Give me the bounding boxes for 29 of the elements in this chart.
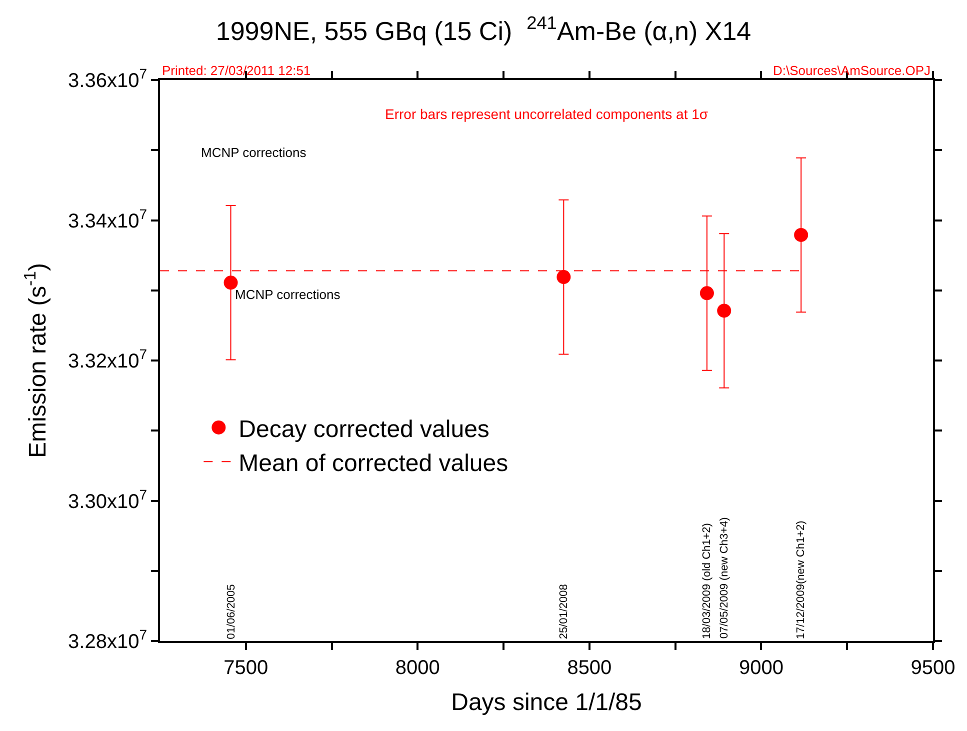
chart-title: 1999NE, 555 GBq (15 Ci) $^{241}$Am-Be (α,n) X14: [216, 13, 752, 46]
annotation: MCNP corrections: [235, 287, 341, 302]
x-tick-label: 8500: [567, 657, 612, 679]
point: [700, 286, 714, 300]
y-tick-label: 3.30x10$^{7}$: [68, 486, 148, 513]
y-tick-label: 3.34x10$^{7}$: [68, 206, 148, 232]
point: [717, 304, 732, 318]
annotation: 17/12/2009(new Ch1+2): [795, 520, 808, 640]
text: Printed: 27/03/2011 12:51: [162, 63, 311, 78]
x-tick-label: 8000: [395, 657, 440, 679]
text: D:\Sources\AmSource.OPJ: [773, 63, 930, 78]
annotation: MCNP corrections: [201, 145, 307, 160]
y-tick-label: 3.28x10$^{7}$: [68, 626, 148, 653]
x-axis-title: Days since 1/1/85: [451, 688, 642, 716]
y-tick-label: 3.36x10$^{7}$: [68, 66, 148, 92]
y-tick-label: 3.32x10$^{7}$: [68, 346, 148, 372]
point: [794, 228, 808, 242]
point: [556, 270, 571, 284]
annotation: 01/06/2005: [225, 584, 238, 640]
annotation: 07/05/2009 (new Ch3+4): [718, 517, 731, 639]
annotation: Error bars represent uncorrelated components at 1σ: [385, 106, 708, 122]
annotation: 18/03/2009 (old Ch1+2): [700, 523, 713, 639]
point: [224, 276, 238, 290]
x-tick-label: 7500: [224, 657, 268, 679]
annotation: 25/01/2008: [558, 584, 570, 640]
legend-label: Decay corrected values: [238, 416, 490, 443]
x-tick-label: 9500: [910, 657, 956, 679]
x-tick-label: 9000: [738, 657, 784, 679]
legend-label: Mean of corrected values: [238, 450, 508, 478]
